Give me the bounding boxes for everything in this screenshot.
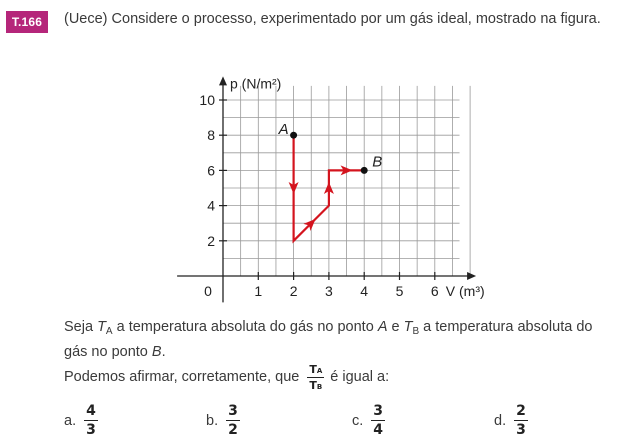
ratio-denominator: T: [309, 379, 317, 392]
ratio-numerator: T: [309, 363, 317, 376]
question-statement: (Uece) Considere o processo, experimenta…: [64, 11, 601, 27]
y-tick-label: 6: [207, 162, 215, 178]
ta-symbol: TA: [97, 319, 113, 337]
y-axis-label: p (N/m²): [230, 75, 281, 91]
y-tick-label: 2: [207, 233, 215, 249]
option-numerator: 2: [514, 403, 528, 421]
point-a: [290, 131, 298, 139]
paragraph-question: Podemos afirmar, corretamente, que TA TB…: [64, 364, 389, 391]
text-segment: e: [387, 319, 404, 335]
option-denominator: 2: [228, 422, 238, 438]
ratio-numerator-sub: A: [316, 367, 323, 375]
text-segment: Seja: [64, 319, 98, 335]
pv-graph: 2 4 6 8 10 0 1 2 3 4 5 6 p (N/m²) V (m³) A B: [177, 75, 485, 303]
option-numerator: 3: [371, 403, 386, 421]
point-label-b: B: [372, 153, 382, 170]
ratio-fraction: TA TB: [307, 363, 325, 392]
paragraph-definition: Seja TA a temperatura absoluta do gás no…: [64, 317, 614, 363]
x-tick-label: 6: [431, 283, 439, 299]
point-a-ref: A: [377, 319, 388, 335]
x-tick-label-zero: 0: [204, 283, 212, 299]
direction-arrow: [323, 182, 334, 194]
point-b-ref: B: [151, 344, 162, 360]
x-tick-label: 1: [254, 283, 262, 299]
question-number-badge: T.166: [6, 11, 48, 33]
y-tick-label: 8: [207, 127, 215, 143]
option-numerator: 3: [226, 403, 240, 421]
ratio-denominator-sub: B: [316, 383, 323, 391]
question-text-end: é igual a:: [330, 369, 390, 385]
text-segment: .: [161, 344, 166, 360]
option-denominator: 3: [516, 422, 526, 438]
x-axis-arrow: [467, 272, 477, 280]
process-path: [292, 135, 365, 244]
text-segment: a temperatura absoluta do gás no ponto: [112, 319, 378, 335]
text-segment: a temperatura absoluta do gás no ponto: [64, 319, 593, 360]
x-tick-label: 3: [325, 283, 333, 299]
x-tick-label: 2: [290, 283, 298, 299]
option-numerator: 4: [84, 403, 98, 421]
x-tick-label: 5: [396, 283, 404, 299]
direction-arrow: [340, 165, 353, 176]
question-text: Podemos afirmar, corretamente, que: [64, 369, 300, 385]
option-denominator: 4: [373, 422, 384, 438]
y-axis-arrow: [219, 76, 227, 86]
y-tick-label: 4: [207, 198, 215, 214]
option-letter: c.: [352, 412, 364, 429]
direction-arrow: [303, 218, 316, 231]
option-letter: d.: [494, 412, 507, 429]
y-tick-label: 10: [199, 92, 215, 108]
option-letter: a.: [64, 412, 77, 429]
x-tick-label: 4: [360, 283, 368, 299]
point-b: [360, 166, 368, 174]
option-letter: b.: [206, 412, 219, 429]
x-axis-label: V (m³): [446, 283, 485, 299]
tb-symbol: TB: [403, 319, 420, 337]
option-denominator: 3: [86, 422, 96, 438]
point-label-a: A: [278, 121, 289, 138]
direction-arrow: [288, 182, 299, 194]
